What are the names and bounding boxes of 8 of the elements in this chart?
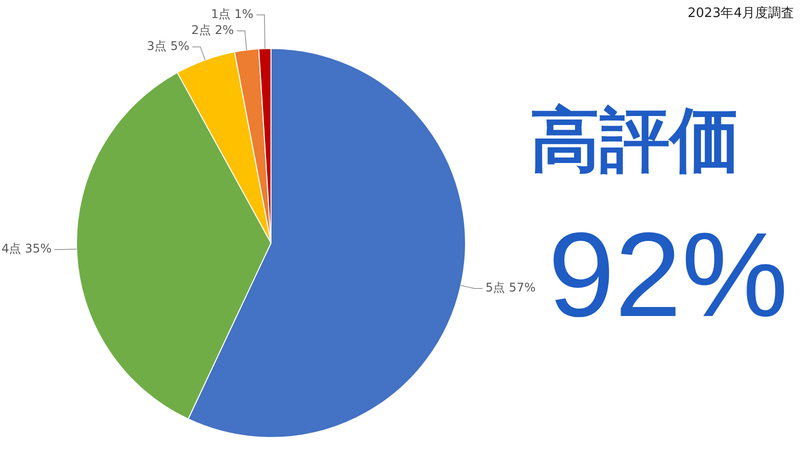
slice-label: 2点 2% (191, 22, 234, 37)
text: 高評価 (530, 99, 740, 181)
text: 92% (548, 208, 788, 342)
slice-label: 5点 57% (485, 280, 536, 295)
text: 2023年4月度調査 (688, 5, 794, 22)
slice-label: 3点 5% (146, 38, 190, 53)
slice-label: 4点 35% (1, 242, 52, 256)
slice-label: 1点 1% (210, 6, 254, 21)
